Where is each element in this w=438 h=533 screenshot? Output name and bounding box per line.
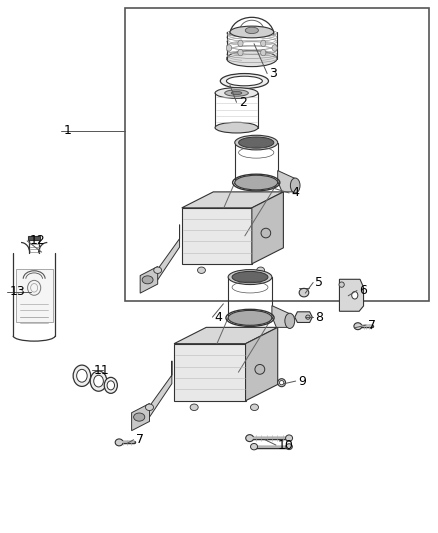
Text: 7: 7 xyxy=(368,319,376,332)
Text: 8: 8 xyxy=(315,311,323,324)
Ellipse shape xyxy=(272,45,277,51)
Ellipse shape xyxy=(231,92,242,94)
Ellipse shape xyxy=(286,443,293,450)
Ellipse shape xyxy=(215,122,258,133)
Ellipse shape xyxy=(227,51,277,67)
Ellipse shape xyxy=(228,270,272,285)
Text: 7: 7 xyxy=(136,433,144,446)
Polygon shape xyxy=(140,266,158,293)
Bar xyxy=(125,8,429,301)
Polygon shape xyxy=(272,305,290,327)
Polygon shape xyxy=(278,171,295,192)
Ellipse shape xyxy=(251,404,258,410)
Ellipse shape xyxy=(134,413,145,421)
Text: 13: 13 xyxy=(10,285,25,298)
Ellipse shape xyxy=(299,288,309,297)
Ellipse shape xyxy=(232,271,268,283)
Text: 4: 4 xyxy=(215,311,223,324)
Ellipse shape xyxy=(246,435,254,441)
Ellipse shape xyxy=(279,381,284,385)
Ellipse shape xyxy=(261,40,266,46)
Ellipse shape xyxy=(235,135,278,150)
Polygon shape xyxy=(252,192,283,264)
Ellipse shape xyxy=(115,439,123,446)
Ellipse shape xyxy=(198,267,205,273)
Ellipse shape xyxy=(245,27,258,34)
Text: 5: 5 xyxy=(315,276,323,289)
Text: 2: 2 xyxy=(239,96,247,109)
Ellipse shape xyxy=(251,443,258,450)
Ellipse shape xyxy=(104,377,117,393)
Polygon shape xyxy=(174,344,246,401)
Text: 12: 12 xyxy=(29,235,45,247)
Polygon shape xyxy=(138,361,172,423)
Polygon shape xyxy=(147,225,180,285)
Ellipse shape xyxy=(226,45,232,51)
Ellipse shape xyxy=(290,178,300,193)
Polygon shape xyxy=(182,192,283,208)
Ellipse shape xyxy=(239,137,274,148)
Ellipse shape xyxy=(142,276,153,284)
Ellipse shape xyxy=(261,228,271,238)
Ellipse shape xyxy=(354,323,362,329)
Ellipse shape xyxy=(255,365,265,374)
Polygon shape xyxy=(182,208,252,264)
Ellipse shape xyxy=(190,404,198,410)
Text: 11: 11 xyxy=(94,364,110,377)
Polygon shape xyxy=(295,312,312,322)
Ellipse shape xyxy=(94,375,103,387)
Bar xyxy=(16,269,53,322)
Ellipse shape xyxy=(352,292,358,299)
Ellipse shape xyxy=(286,435,293,441)
Ellipse shape xyxy=(285,313,295,328)
Text: 10: 10 xyxy=(278,439,294,451)
Ellipse shape xyxy=(226,76,262,86)
Bar xyxy=(28,236,40,240)
Ellipse shape xyxy=(215,87,258,98)
Ellipse shape xyxy=(225,90,248,96)
Ellipse shape xyxy=(238,40,243,46)
Ellipse shape xyxy=(230,26,274,38)
Polygon shape xyxy=(246,327,278,401)
Text: 6: 6 xyxy=(359,284,367,297)
Text: 1: 1 xyxy=(64,124,71,137)
Polygon shape xyxy=(132,403,149,431)
Ellipse shape xyxy=(220,74,268,88)
Ellipse shape xyxy=(261,50,266,56)
Ellipse shape xyxy=(238,50,243,56)
Ellipse shape xyxy=(339,282,344,287)
Polygon shape xyxy=(174,327,278,344)
Ellipse shape xyxy=(235,175,278,190)
Ellipse shape xyxy=(107,381,115,390)
Ellipse shape xyxy=(306,315,310,319)
Ellipse shape xyxy=(73,365,91,386)
Ellipse shape xyxy=(228,310,272,325)
Ellipse shape xyxy=(90,371,107,391)
Text: 3: 3 xyxy=(269,67,277,80)
Ellipse shape xyxy=(278,378,286,387)
Text: 9: 9 xyxy=(298,375,306,387)
Ellipse shape xyxy=(257,267,265,273)
Text: 4: 4 xyxy=(291,187,299,199)
Ellipse shape xyxy=(154,267,162,273)
Ellipse shape xyxy=(77,369,87,382)
Ellipse shape xyxy=(145,404,153,410)
Polygon shape xyxy=(339,279,364,311)
